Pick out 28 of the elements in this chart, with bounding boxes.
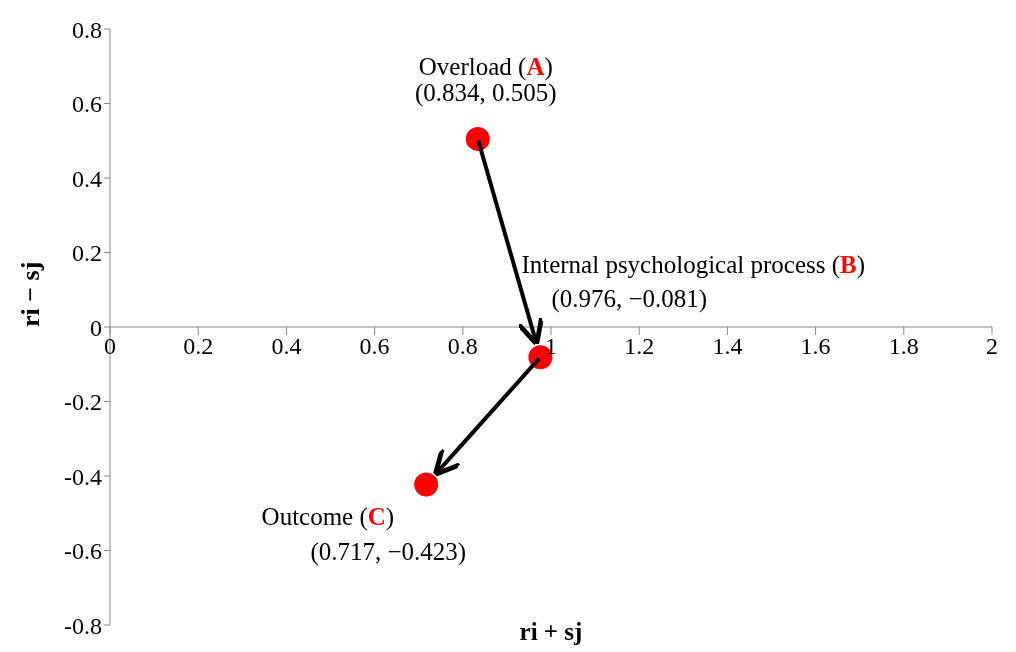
point: [465, 126, 490, 151]
x-tick-label: 2: [986, 333, 998, 360]
x-tick-label: 1.8: [888, 333, 919, 360]
x-tick-label: 0.4: [271, 333, 302, 360]
x-tick-label: 1.2: [624, 333, 655, 360]
x-tick-label: 1.6: [800, 333, 831, 360]
x-tick-label: 0.8: [447, 333, 478, 360]
annotation: (0.717, −0.423): [310, 537, 467, 566]
y-tick-label: 0: [90, 314, 102, 341]
y-axis-title: ri − sj: [16, 261, 46, 327]
y-tick-label: -0.8: [64, 612, 102, 639]
annotation: (0.976, −0.081): [551, 285, 708, 314]
annotation: Internal psychological process (B): [521, 251, 866, 280]
y-tick-label: -0.4: [64, 463, 102, 490]
y-tick-label: -0.6: [64, 538, 102, 565]
x-tick-label: 0.2: [183, 333, 214, 360]
x-axis-title: ri + sj: [519, 618, 583, 645]
point: [414, 472, 439, 497]
x-tick-label: 1: [545, 333, 557, 360]
y-tick-label: -0.2: [64, 389, 102, 416]
x-tick-label: 1.4: [712, 333, 743, 360]
x-tick-label: 0.6: [359, 333, 390, 360]
annotation: Overload (A): [418, 52, 553, 81]
y-tick-label: 0.6: [72, 91, 102, 118]
y-tick-label: 0.4: [72, 165, 102, 192]
y-tick-label: 0.8: [72, 16, 102, 43]
y-tick-label: 0.2: [72, 240, 102, 267]
annotation: Outcome (C): [261, 502, 395, 531]
